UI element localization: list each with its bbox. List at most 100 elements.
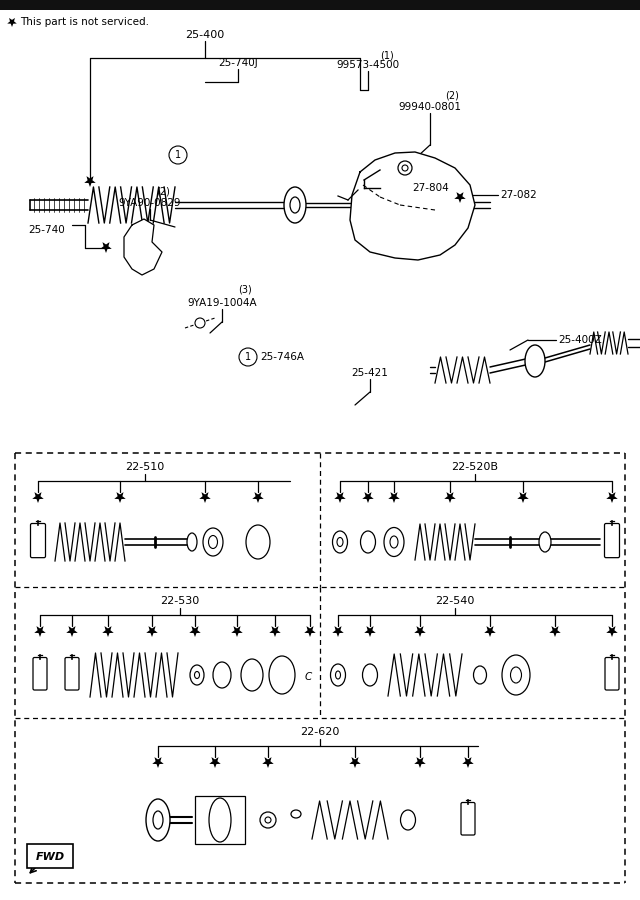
Text: 99573-4500: 99573-4500: [337, 60, 399, 70]
Ellipse shape: [260, 812, 276, 828]
Text: 25-421: 25-421: [351, 368, 388, 378]
Text: 1: 1: [245, 352, 251, 362]
Ellipse shape: [402, 165, 408, 171]
Text: 25-740J: 25-740J: [218, 58, 258, 68]
Polygon shape: [349, 757, 361, 768]
Text: 22-520B: 22-520B: [451, 462, 499, 472]
Polygon shape: [517, 492, 529, 503]
Ellipse shape: [209, 536, 218, 548]
Text: 22-540: 22-540: [435, 596, 475, 606]
Text: 25-400Z: 25-400Z: [558, 335, 602, 345]
FancyBboxPatch shape: [65, 658, 79, 690]
Polygon shape: [304, 626, 316, 637]
Polygon shape: [388, 492, 400, 503]
Text: 1: 1: [175, 150, 181, 160]
Text: C: C: [305, 672, 312, 682]
Polygon shape: [334, 492, 346, 503]
Ellipse shape: [362, 664, 378, 686]
Polygon shape: [484, 626, 496, 637]
Polygon shape: [606, 492, 618, 503]
Text: 27-804: 27-804: [412, 183, 449, 193]
Polygon shape: [454, 192, 466, 203]
Bar: [0, 0, 640, 10]
Polygon shape: [152, 757, 164, 768]
Ellipse shape: [401, 810, 415, 830]
Polygon shape: [332, 626, 344, 637]
Text: 25-400: 25-400: [186, 30, 225, 40]
FancyBboxPatch shape: [605, 658, 619, 690]
Text: FWD: FWD: [35, 852, 65, 862]
Polygon shape: [35, 626, 45, 637]
Ellipse shape: [187, 533, 197, 551]
Polygon shape: [362, 492, 374, 503]
Ellipse shape: [146, 799, 170, 841]
Text: (1): (1): [380, 50, 394, 60]
Ellipse shape: [153, 811, 163, 829]
Polygon shape: [115, 492, 125, 503]
Polygon shape: [444, 492, 456, 503]
Circle shape: [169, 146, 187, 164]
Ellipse shape: [384, 527, 404, 556]
Text: 99940-0801: 99940-0801: [399, 102, 461, 112]
Polygon shape: [269, 626, 281, 637]
Text: 25-740: 25-740: [28, 225, 65, 235]
Ellipse shape: [265, 817, 271, 823]
Ellipse shape: [511, 667, 522, 683]
Polygon shape: [606, 626, 618, 637]
Polygon shape: [231, 626, 243, 637]
Text: 27-082: 27-082: [500, 190, 537, 200]
Text: 25-746A: 25-746A: [260, 352, 304, 362]
FancyBboxPatch shape: [33, 658, 47, 690]
Ellipse shape: [474, 666, 486, 684]
Ellipse shape: [269, 656, 295, 694]
Ellipse shape: [390, 536, 398, 548]
Ellipse shape: [203, 528, 223, 556]
Polygon shape: [549, 626, 561, 637]
Polygon shape: [209, 757, 221, 768]
Ellipse shape: [195, 671, 200, 679]
Circle shape: [239, 348, 257, 366]
Polygon shape: [414, 626, 426, 637]
FancyBboxPatch shape: [461, 803, 475, 835]
Text: This part is not serviced.: This part is not serviced.: [20, 17, 149, 27]
Polygon shape: [102, 626, 114, 637]
FancyBboxPatch shape: [605, 524, 620, 558]
Text: (3): (3): [238, 285, 252, 295]
Bar: [195, 796, 245, 844]
Polygon shape: [414, 757, 426, 768]
Text: (2): (2): [445, 90, 459, 100]
Polygon shape: [84, 176, 96, 187]
Polygon shape: [252, 492, 264, 503]
Ellipse shape: [539, 532, 551, 552]
Bar: [27, 844, 73, 868]
Polygon shape: [364, 626, 376, 637]
Ellipse shape: [525, 345, 545, 377]
Text: 22-510: 22-510: [125, 462, 164, 472]
Ellipse shape: [290, 197, 300, 213]
Ellipse shape: [284, 187, 306, 223]
Ellipse shape: [360, 531, 376, 553]
Polygon shape: [189, 626, 201, 637]
Text: 9YA19-1004A: 9YA19-1004A: [187, 298, 257, 308]
Polygon shape: [262, 757, 274, 768]
Polygon shape: [199, 492, 211, 503]
Text: 22-530: 22-530: [161, 596, 200, 606]
Ellipse shape: [190, 665, 204, 685]
FancyBboxPatch shape: [31, 524, 45, 558]
Ellipse shape: [333, 531, 348, 553]
Polygon shape: [124, 219, 162, 275]
Text: 22-620: 22-620: [300, 727, 340, 737]
Ellipse shape: [502, 655, 530, 695]
Polygon shape: [350, 152, 475, 260]
Ellipse shape: [213, 662, 231, 688]
Text: 9YA90-0829: 9YA90-0829: [119, 198, 181, 208]
Polygon shape: [147, 626, 157, 637]
Polygon shape: [67, 626, 77, 637]
Ellipse shape: [241, 659, 263, 691]
Text: (2): (2): [156, 186, 170, 196]
Ellipse shape: [337, 537, 343, 546]
Polygon shape: [100, 242, 112, 253]
Polygon shape: [32, 492, 44, 503]
Ellipse shape: [246, 525, 270, 559]
Polygon shape: [462, 757, 474, 768]
